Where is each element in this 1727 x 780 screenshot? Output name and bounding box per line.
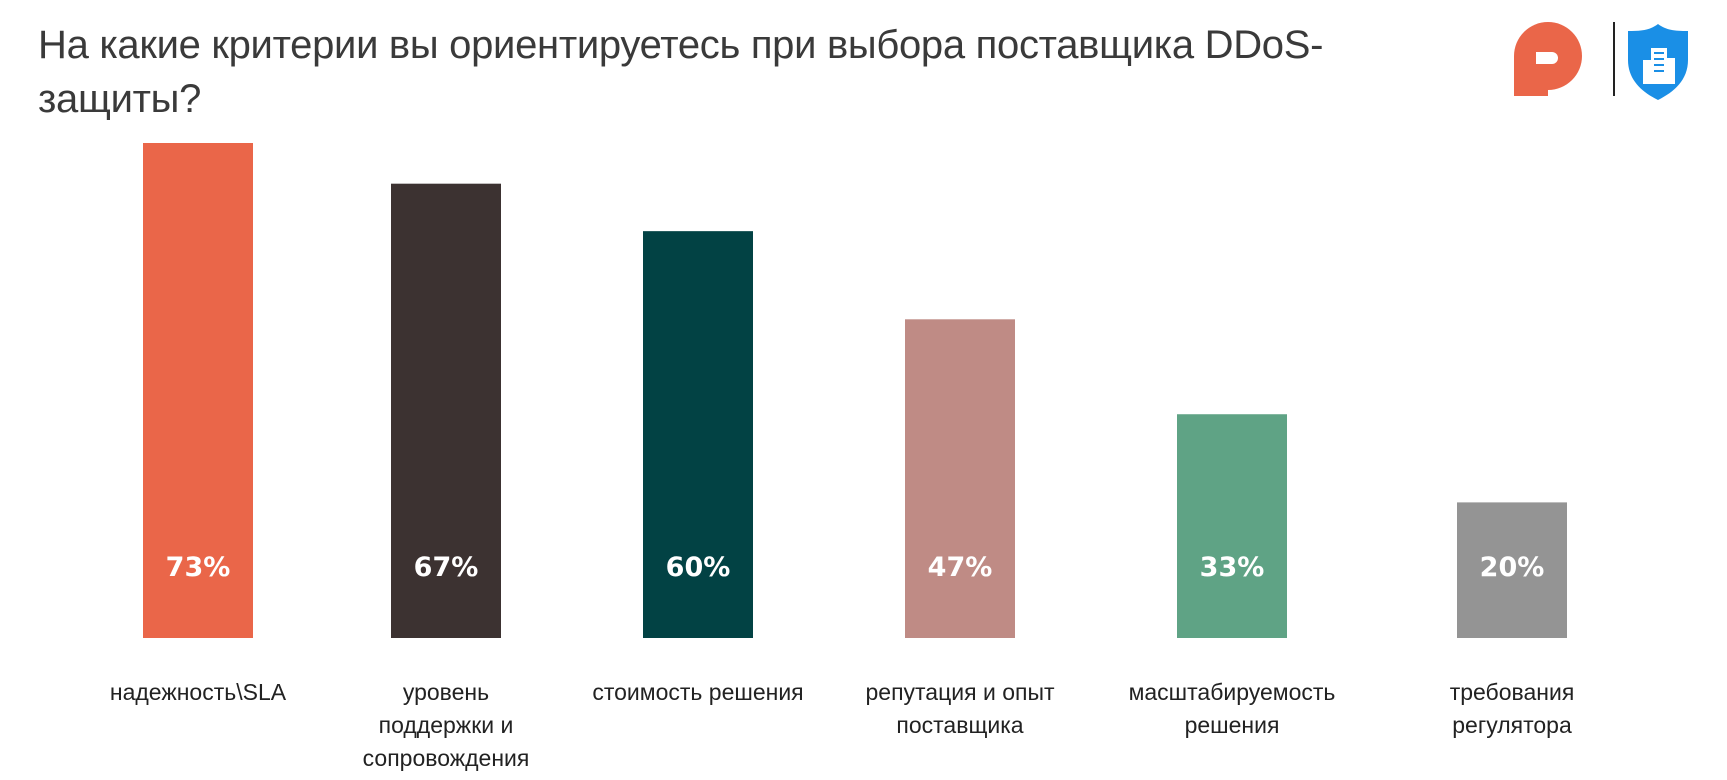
bar	[143, 143, 253, 638]
category-label: уровень поддержки и сопровождения	[362, 679, 530, 771]
orange-p-logo-icon	[1514, 22, 1582, 96]
category-label: репутация и опыт поставщика	[865, 679, 1055, 738]
bar-value-label: 67%	[414, 552, 479, 583]
bar	[643, 231, 753, 638]
chart-title: На какие критерии вы ориентируетесь при …	[38, 23, 1324, 121]
category-label: требования регулятора	[1449, 679, 1575, 738]
category-label: стоимость решения	[592, 679, 804, 705]
blue-shield-logo-icon	[1628, 24, 1688, 100]
bar	[1457, 502, 1567, 638]
bar-value-label: 33%	[1200, 552, 1265, 583]
category-label: масштабируемость решения	[1128, 679, 1336, 738]
bar-value-label: 73%	[166, 552, 231, 583]
logo-divider	[1613, 22, 1615, 96]
logos	[1514, 22, 1688, 100]
bar-value-label: 20%	[1480, 552, 1545, 583]
bar-value-label: 47%	[928, 552, 993, 583]
bar	[905, 319, 1015, 638]
bar	[391, 183, 501, 638]
category-label: надежность\SLA	[109, 679, 287, 705]
bar-value-label: 60%	[666, 552, 731, 583]
bar	[1177, 414, 1287, 638]
